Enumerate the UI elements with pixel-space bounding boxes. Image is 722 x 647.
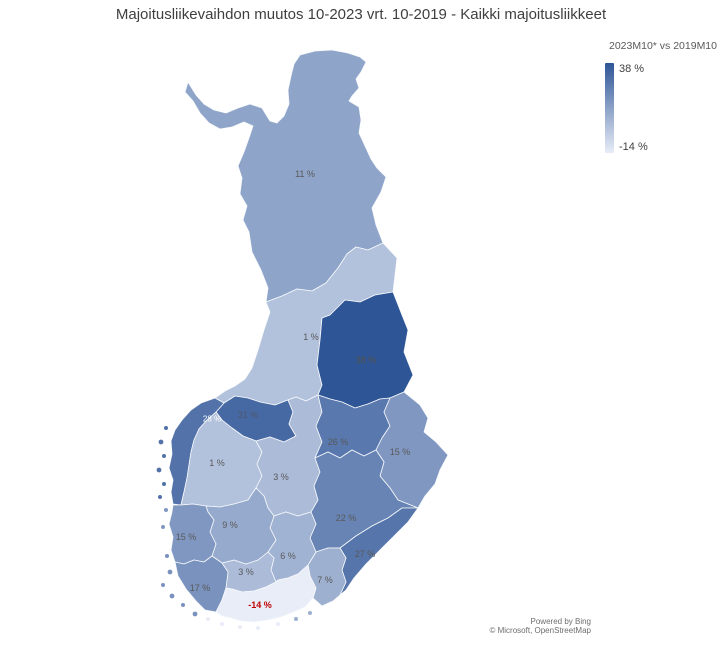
region-value-label-kanta-hame: 3 %: [238, 567, 254, 577]
archipelago-island: [256, 626, 260, 630]
region-value-label-uusimaa: -14 %: [248, 600, 272, 610]
map-attribution: Powered by Bing © Microsoft, OpenStreetM…: [490, 617, 592, 635]
region-value-label-pohjois-karjala: 15 %: [390, 447, 411, 457]
region-value-label-pohjanmaa: 28 %: [203, 415, 221, 424]
region-value-label-etela-savo: 22 %: [336, 513, 357, 523]
legend-min-label: -14 %: [619, 141, 648, 153]
legend-gradient-bar: [605, 63, 614, 153]
archipelago-island: [206, 617, 210, 621]
archipelago-island: [308, 611, 312, 615]
archipelago-island: [169, 593, 175, 599]
legend-max-label: 38 %: [619, 63, 645, 75]
archipelago-island: [161, 583, 165, 587]
region-value-label-etela-pohjanmaa: 1 %: [209, 458, 225, 468]
region-value-label-satakunta: 15 %: [176, 532, 197, 542]
archipelago-island: [167, 569, 173, 575]
region-lappi[interactable]: [184, 49, 387, 303]
archipelago-island: [162, 454, 166, 458]
region-value-label-lappi: 11 %: [295, 169, 315, 179]
archipelago-island: [220, 622, 224, 626]
archipelago-island: [192, 611, 198, 617]
legend: 2023M10* vs 2019M10 38 % -14 %: [605, 40, 717, 153]
region-value-label-etela-karjala: 27 %: [355, 549, 376, 559]
archipelago-island: [158, 495, 162, 499]
archipelago-island: [294, 617, 298, 621]
archipelago-island: [156, 467, 162, 473]
archipelago-island: [158, 439, 164, 445]
archipelago-island: [161, 525, 165, 529]
region-value-label-varsinais-suomi: 17 %: [190, 583, 211, 593]
archipelago-island: [238, 625, 242, 629]
archipelago-island: [164, 426, 168, 430]
region-value-label-pohjois-pohjanmaa: 1 %: [303, 332, 319, 342]
archipelago-island: [165, 554, 169, 558]
archipelago-island: [276, 622, 280, 626]
region-value-label-pirkanmaa: 9 %: [222, 520, 238, 530]
region-value-label-pohjois-savo: 26 %: [328, 437, 349, 447]
archipelago-island: [162, 482, 166, 486]
region-uusimaa[interactable]: [215, 564, 317, 623]
region-value-label-keski-suomi: 3 %: [273, 472, 289, 482]
attribution-bing: Powered by Bing: [530, 617, 591, 626]
legend-title: 2023M10* vs 2019M10: [609, 40, 717, 52]
archipelago-island: [181, 603, 185, 607]
region-value-label-kymenlaakso: 7 %: [317, 575, 333, 585]
attribution-copyright: © Microsoft, OpenStreetMap: [489, 626, 592, 635]
region-value-label-paijat-hame: 6 %: [280, 551, 296, 561]
region-value-label-keski-pohjanmaa: 31 %: [238, 410, 259, 420]
archipelago-island: [164, 508, 168, 512]
page-title: Majoitusliikevaihdon muutos 10-2023 vrt.…: [115, 6, 607, 23]
region-value-label-kainuu: 38 %: [356, 355, 377, 365]
